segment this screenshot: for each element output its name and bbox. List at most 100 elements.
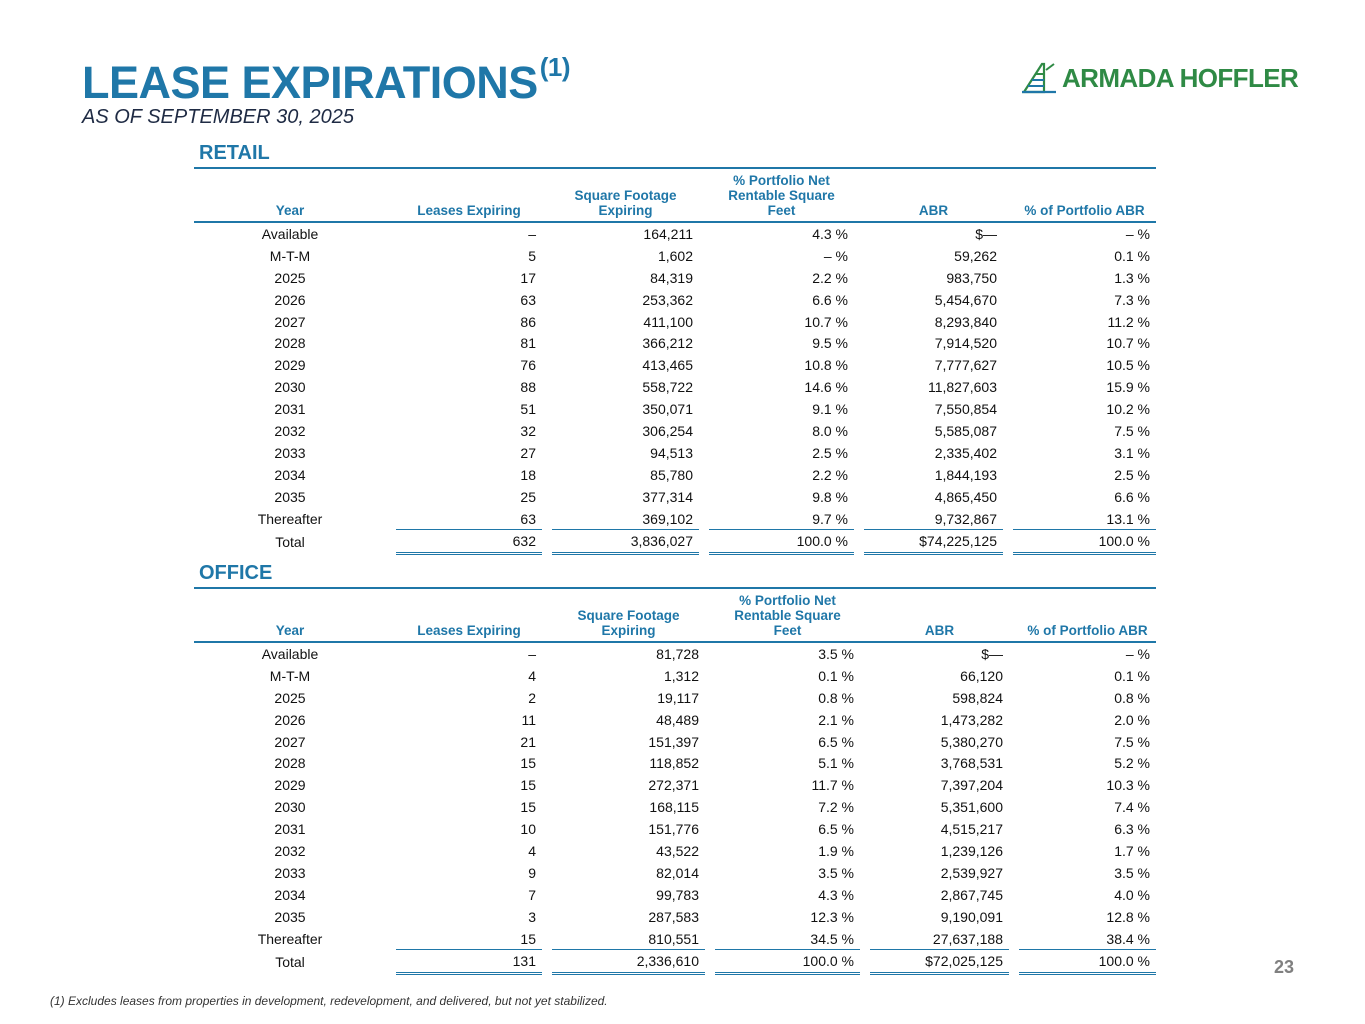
col-header-pct-abr: % of Portfolio ABR [1019, 589, 1156, 643]
cell-year: 2026 [274, 291, 306, 308]
cell-sqft: 151,397 [648, 733, 699, 750]
cell-year: 2031 [274, 401, 306, 418]
cell-abr: 4,865,450 [934, 488, 997, 505]
table-row: M-T-M 4 1,312 0.1 % 66,120 0.1 % [194, 665, 1156, 687]
cell-pct-nrsf: 11.7 % [811, 777, 854, 794]
col-header-abr: ABR [864, 169, 1003, 223]
cell-leases: 10 [520, 821, 536, 838]
page-subtitle: AS OF SEPTEMBER 30, 2025 [82, 106, 354, 128]
cell-pct-nrsf: 9.8 % [812, 488, 848, 505]
cell-leases: 131 [396, 949, 542, 976]
table-row: 2033 9 82,014 3.5 % 2,539,927 3.5 % [194, 862, 1156, 884]
cell-abr: 983,750 [946, 269, 997, 286]
table-row: 2035 3 287,583 12.3 % 9,190,091 12.8 % [194, 906, 1156, 928]
footnote: (1) Excludes leases from properties in d… [50, 994, 608, 1008]
cell-pct-abr: 38.4 % [1019, 927, 1156, 951]
cell-leases: 15 [520, 777, 536, 794]
cell-pct-nrsf: 6.5 % [818, 733, 854, 750]
cell-sqft: 81,728 [656, 645, 699, 662]
cell-sqft: 168,115 [649, 799, 699, 816]
table-row: 2025 2 19,117 0.8 % 598,824 0.8 % [194, 687, 1156, 709]
cell-leases: 25 [520, 488, 536, 505]
cell-sqft: 84,319 [650, 269, 693, 286]
cell-pct-abr: 11.2 % [1107, 313, 1150, 330]
table-row: 2026 11 48,489 2.1 % 1,473,282 2.0 % [194, 709, 1156, 731]
cell-leases: 7 [528, 886, 536, 903]
cell-pct-abr: 1.7 % [1114, 842, 1150, 859]
cell-pct-abr: 10.2 % [1106, 401, 1150, 418]
cell-pct-nrsf: 5.1 % [818, 755, 854, 772]
col-header-leases-expiring: Leases Expiring [396, 589, 542, 643]
cell-pct-abr: 3.5 % [1114, 864, 1150, 881]
table-row: 2030 15 168,115 7.2 % 5,351,600 7.4 % [194, 796, 1156, 818]
cell-sqft: 1,312 [663, 667, 699, 684]
table-row: Thereafter 63 369,102 9.7 % 9,732,867 13.1 % [194, 507, 1156, 531]
cell-pct-abr: 1.3 % [1114, 269, 1150, 286]
table-row: 2027 86 411,100 10.7 % 8,293,840 11.2 % [194, 311, 1156, 333]
cell-leases: 9 [528, 864, 536, 881]
col-header-year: Year [194, 169, 386, 223]
cell-abr: 7,397,204 [940, 777, 1003, 794]
table-row: M-T-M 5 1,602 – % 59,262 0.1 % [194, 245, 1156, 267]
table-row: 2032 32 306,254 8.0 % 5,585,087 7.5 % [194, 420, 1156, 442]
cell-year: 2030 [274, 799, 306, 816]
cell-pct-nrsf: 100.0 % [715, 949, 860, 976]
retail-section: RETAIL Year Leases Expiring Square Foota… [194, 141, 1156, 556]
cell-pct-abr: – % [1125, 225, 1150, 242]
table-row: 2028 81 366,212 9.5 % 7,914,520 10.7 % [194, 332, 1156, 354]
cell-year: M-T-M [269, 247, 311, 264]
page-title: LEASE EXPIRATIONS(1) [82, 52, 571, 108]
cell-sqft: 94,513 [650, 444, 693, 461]
cell-abr: 5,454,670 [934, 291, 997, 308]
cell-year: 2035 [274, 908, 306, 925]
cell-pct-abr: 5.2 % [1114, 755, 1150, 772]
cell-pct-nrsf: 2.2 % [812, 269, 848, 286]
cell-pct-nrsf: 0.8 % [818, 689, 854, 706]
cell-abr: 7,914,520 [934, 335, 997, 352]
retail-table-body: Available – 164,211 4.3 % $— – % M-T-M 5 1,602 – … [194, 222, 1156, 556]
cell-abr: $72,025,125 [870, 949, 1009, 976]
cell-pct-nrsf: 3.5 % [818, 645, 854, 662]
cell-leases: 15 [520, 799, 536, 816]
cell-pct-abr: 6.3 % [1114, 821, 1150, 838]
cell-sqft: 253,362 [642, 291, 693, 308]
retail-lease-table: Year Leases Expiring Square Footage Expi… [194, 169, 1156, 556]
cell-pct-abr: 10.3 % [1106, 777, 1150, 794]
cell-year: 2032 [274, 422, 306, 439]
cell-abr: 5,380,270 [940, 733, 1003, 750]
cell-leases: 21 [520, 733, 536, 750]
cell-pct-abr: 2.0 % [1114, 711, 1150, 728]
cell-year: 2033 [274, 444, 306, 461]
cell-pct-nrsf: 7.2 % [818, 799, 854, 816]
cell-leases: 4 [528, 842, 536, 859]
cell-pct-nrsf: – % [823, 247, 848, 264]
cell-leases: – [528, 225, 536, 242]
cell-abr: 7,777,627 [934, 357, 997, 374]
cell-sqft: 413,465 [642, 357, 693, 374]
cell-year: 2032 [274, 842, 306, 859]
cell-leases: 3 [528, 908, 536, 925]
table-row: Available – 81,728 3.5 % $— – % [194, 642, 1156, 665]
cell-year: Total [275, 953, 305, 970]
cell-abr: 1,239,126 [940, 842, 1003, 859]
col-header-square-footage: Square Footage Expiring [552, 589, 705, 643]
cell-abr: $— [975, 225, 997, 242]
cell-pct-abr: 3.1 % [1114, 444, 1150, 461]
cell-year: Available [261, 645, 319, 662]
cell-pct-abr: 6.6 % [1114, 488, 1150, 505]
cell-sqft: 85,780 [650, 466, 693, 483]
cell-sqft: 151,776 [648, 821, 699, 838]
cell-sqft: 2,336,610 [552, 949, 705, 976]
cell-sqft: 19,117 [657, 689, 699, 706]
cell-leases: 86 [520, 313, 536, 330]
table-row: 2026 63 253,362 6.6 % 5,454,670 7.3 % [194, 289, 1156, 311]
cell-pct-abr: 0.1 % [1114, 667, 1150, 684]
cell-pct-nrsf: 12.3 % [810, 908, 854, 925]
table-row: 2033 27 94,513 2.5 % 2,335,402 3.1 % [194, 442, 1156, 464]
cell-year: 2027 [274, 733, 306, 750]
cell-sqft: 366,212 [642, 335, 693, 352]
cell-year: Available [261, 225, 319, 242]
cell-year: 2033 [274, 864, 306, 881]
cell-year: 2028 [274, 335, 306, 352]
cell-pct-abr: 10.7 % [1106, 335, 1150, 352]
